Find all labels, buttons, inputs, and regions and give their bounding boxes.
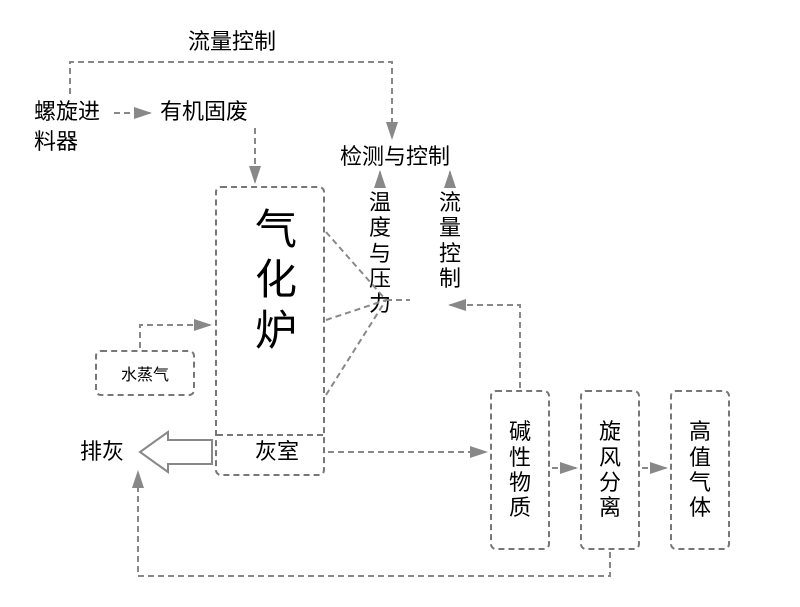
label-ash-discharge: 排灰 [80, 438, 124, 467]
label-screw-feeder-l1: 螺旋进 [34, 98, 100, 127]
gas-box: 高值气体 [670, 390, 730, 550]
alkaline-label: 碱性物质 [508, 419, 532, 520]
cyclone-box: 旋风分离 [580, 390, 640, 550]
arrow-steam-to-gasifier [140, 325, 210, 348]
ash-chamber-label: 灰室 [255, 438, 299, 467]
gasifier-box: 气化炉 灰室 [215, 186, 325, 476]
label-screw-feeder-l2: 料器 [34, 128, 78, 157]
gasifier-label: 气化炉 [255, 206, 297, 357]
arrow-ash-discharge [140, 432, 212, 472]
gasifier-divider [217, 434, 323, 436]
label-temp-pressure: 温度与压力 [368, 190, 392, 316]
steam-label: 水蒸气 [121, 361, 169, 385]
cyclone-label: 旋风分离 [598, 419, 622, 520]
alkaline-box: 碱性物质 [490, 390, 550, 550]
label-flow-control-right: 流量控制 [438, 190, 462, 291]
label-detect-control: 检测与控制 [340, 143, 450, 172]
label-flow-control-top: 流量控制 [188, 28, 276, 57]
gas-label: 高值气体 [688, 419, 712, 520]
steam-box: 水蒸气 [95, 350, 195, 396]
label-organic-waste: 有机固废 [160, 98, 248, 127]
arrow-product-to-fc [450, 305, 520, 388]
